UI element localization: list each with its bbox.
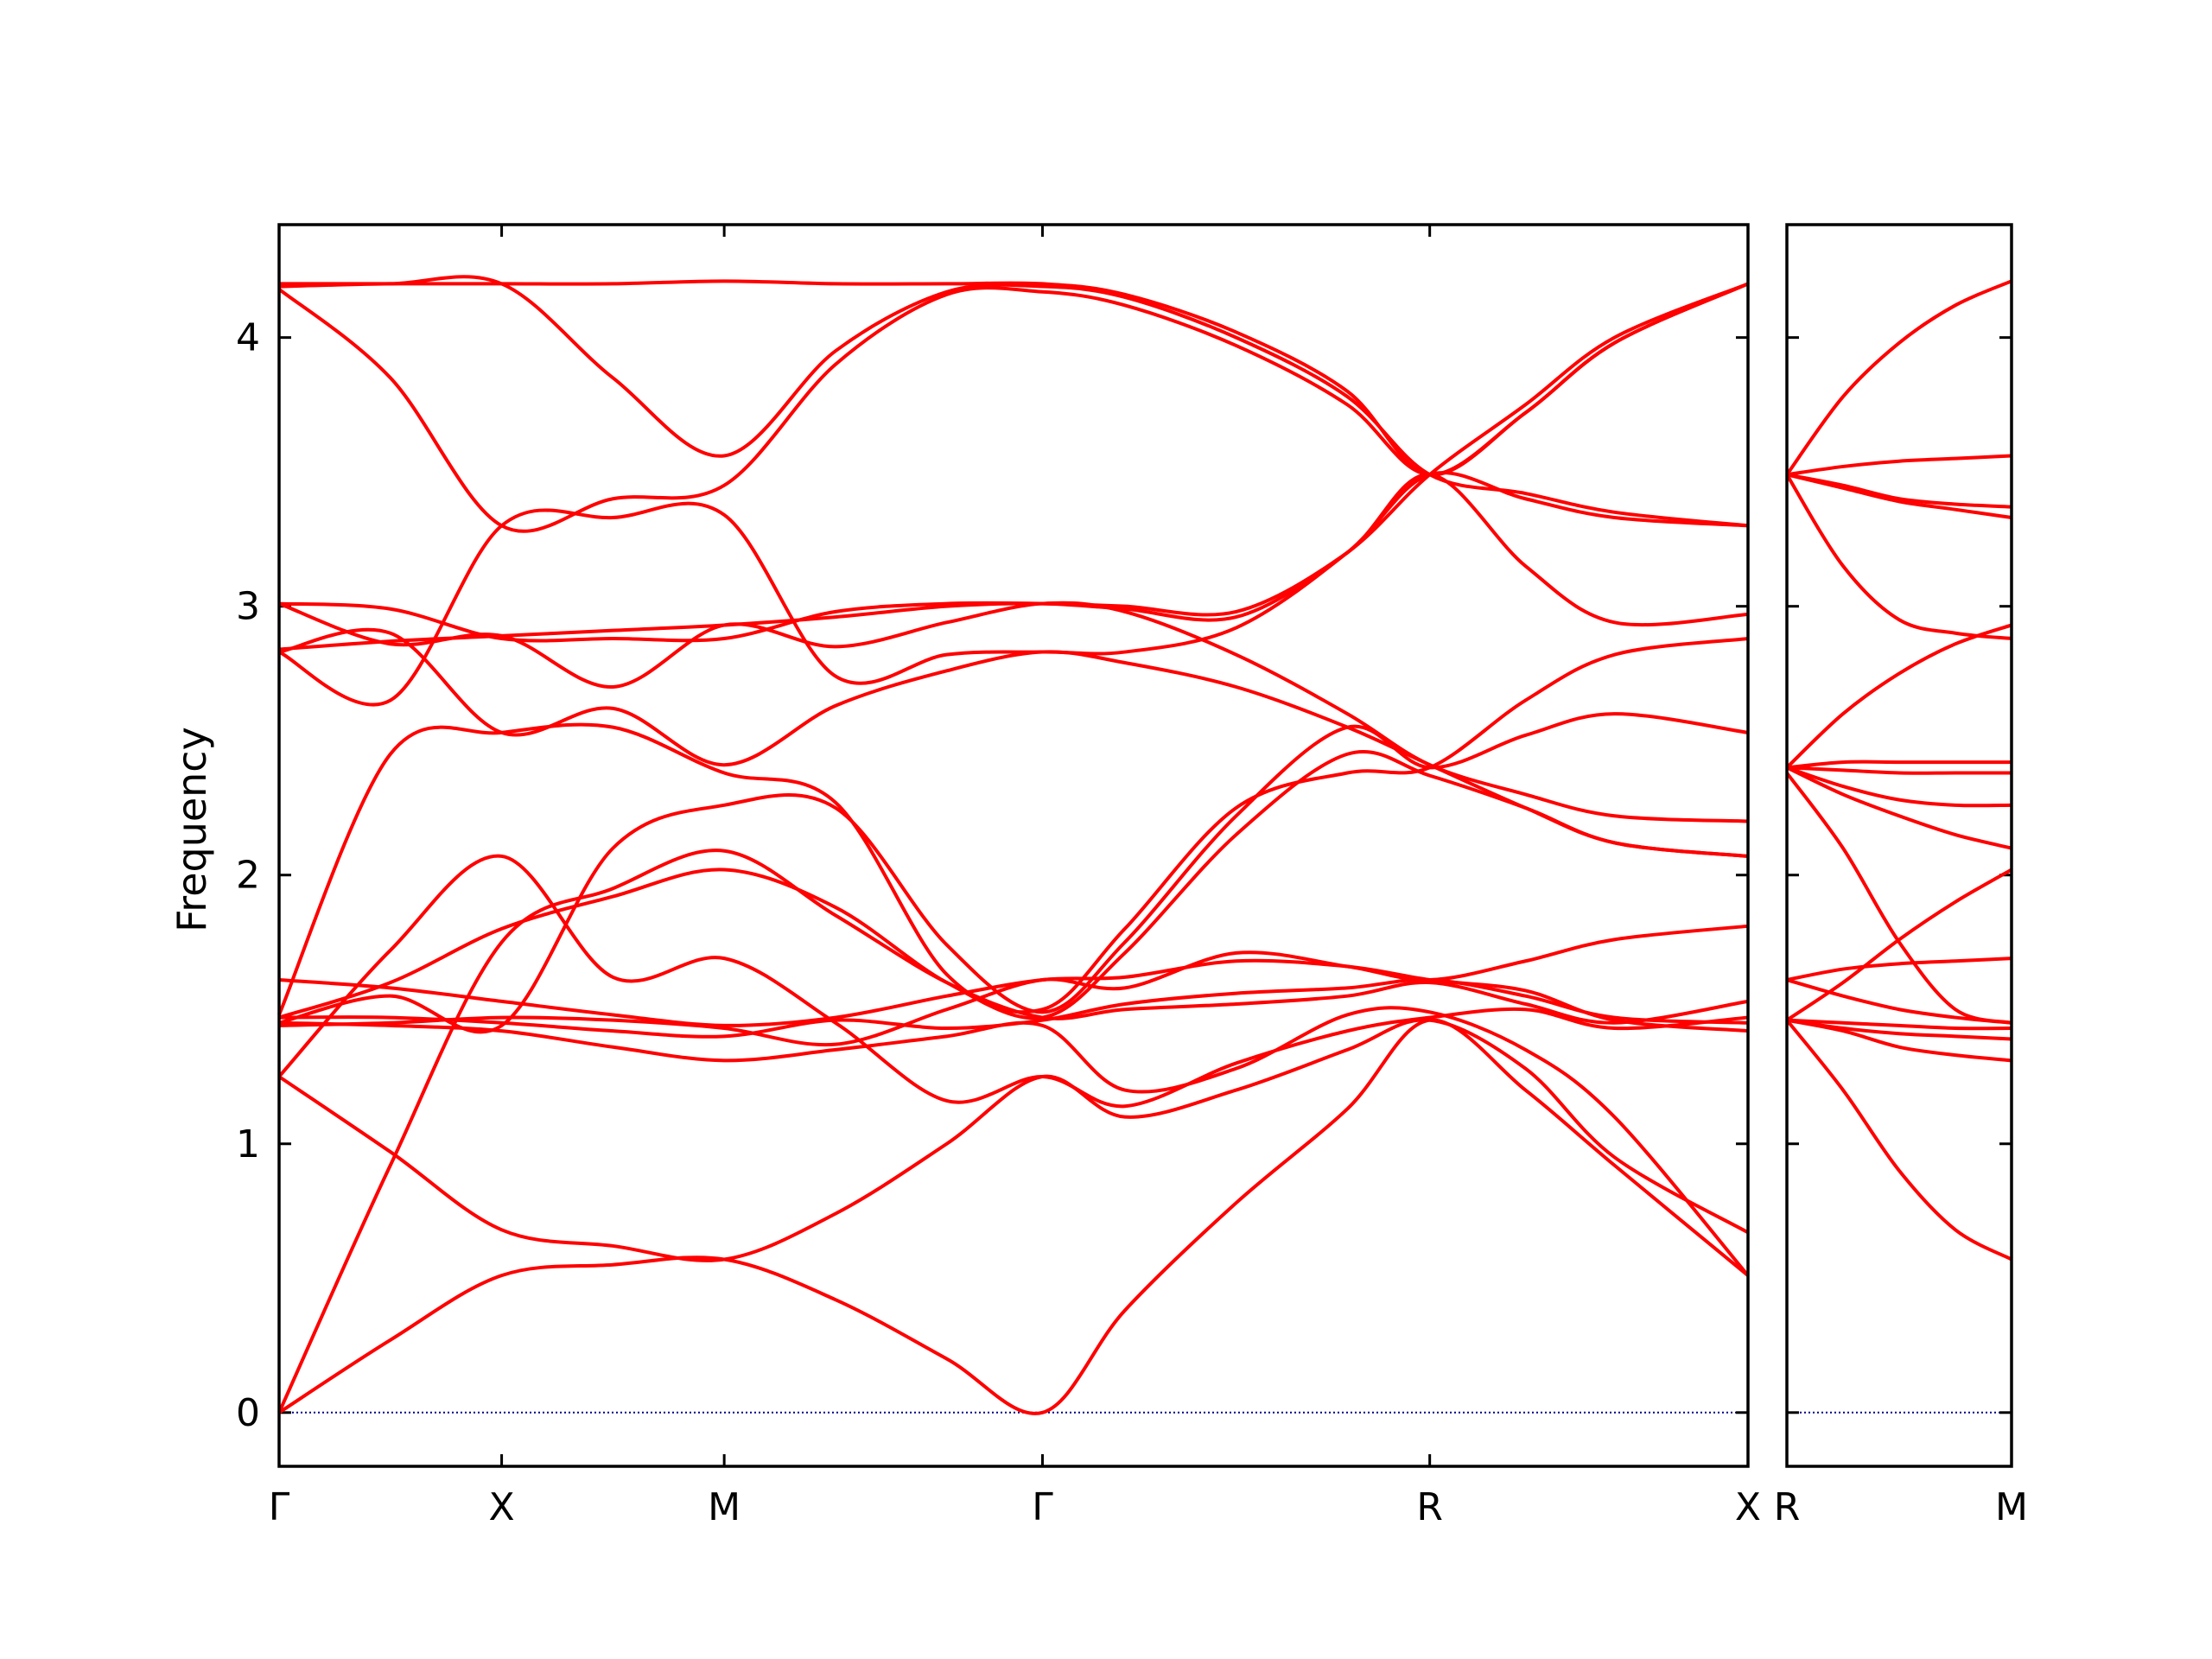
band-line — [278, 282, 1749, 652]
band-line — [1786, 473, 2012, 509]
x-tick-label: M — [1995, 1485, 2028, 1529]
band-line — [278, 749, 1749, 1020]
band-line — [279, 279, 1749, 477]
x-tick-label: R — [1774, 1485, 1801, 1529]
band-line — [277, 849, 1749, 1414]
band-line — [278, 471, 1749, 707]
x-tick-label: R — [1416, 1485, 1443, 1529]
band-line — [1785, 279, 2012, 476]
band-line — [1785, 1019, 2012, 1262]
x-tick-label: Γ — [269, 1485, 290, 1529]
x-tick-label: M — [708, 1485, 741, 1529]
band-line — [1786, 1018, 2012, 1063]
band-line — [1786, 978, 2012, 1025]
plot-frame — [277, 223, 1750, 1468]
band-line — [278, 1006, 1750, 1277]
band-line — [1786, 760, 2012, 770]
y-tick-label: 4 — [236, 316, 260, 360]
x-tick-label: X — [1735, 1485, 1761, 1529]
x-tick-label: X — [488, 1485, 514, 1529]
band-line — [278, 924, 1749, 1047]
band-line — [1786, 454, 2012, 477]
band-line — [1786, 473, 2012, 520]
band-line — [1785, 623, 2012, 769]
band-line — [278, 977, 1749, 1039]
band-line — [278, 627, 1749, 858]
band-line — [277, 1018, 1749, 1262]
band-line — [277, 637, 1749, 1016]
band-line — [1785, 474, 2012, 640]
y-tick-label: 3 — [236, 585, 260, 629]
y-axis-label: Frequency — [168, 727, 215, 932]
y-tick-label: 1 — [236, 1122, 260, 1166]
band-line — [1786, 766, 2012, 850]
plot-frame — [1785, 223, 2013, 1468]
band-line — [278, 712, 1749, 1034]
band-line — [278, 275, 1749, 528]
x-tick-label: Γ — [1032, 1485, 1053, 1529]
band-line — [1785, 772, 2012, 1025]
y-tick-label: 0 — [236, 1391, 260, 1435]
band-line — [1786, 1018, 2012, 1031]
left-panel: Γ X M Γ R X 0 1 2 3 4 — [236, 223, 1761, 1529]
band-line — [1786, 766, 2012, 775]
band-line — [1786, 957, 2012, 982]
y-tick-label: 2 — [236, 854, 260, 898]
band-line — [277, 1018, 1750, 1415]
band-line — [1786, 766, 2012, 808]
band-line — [277, 854, 1749, 1109]
